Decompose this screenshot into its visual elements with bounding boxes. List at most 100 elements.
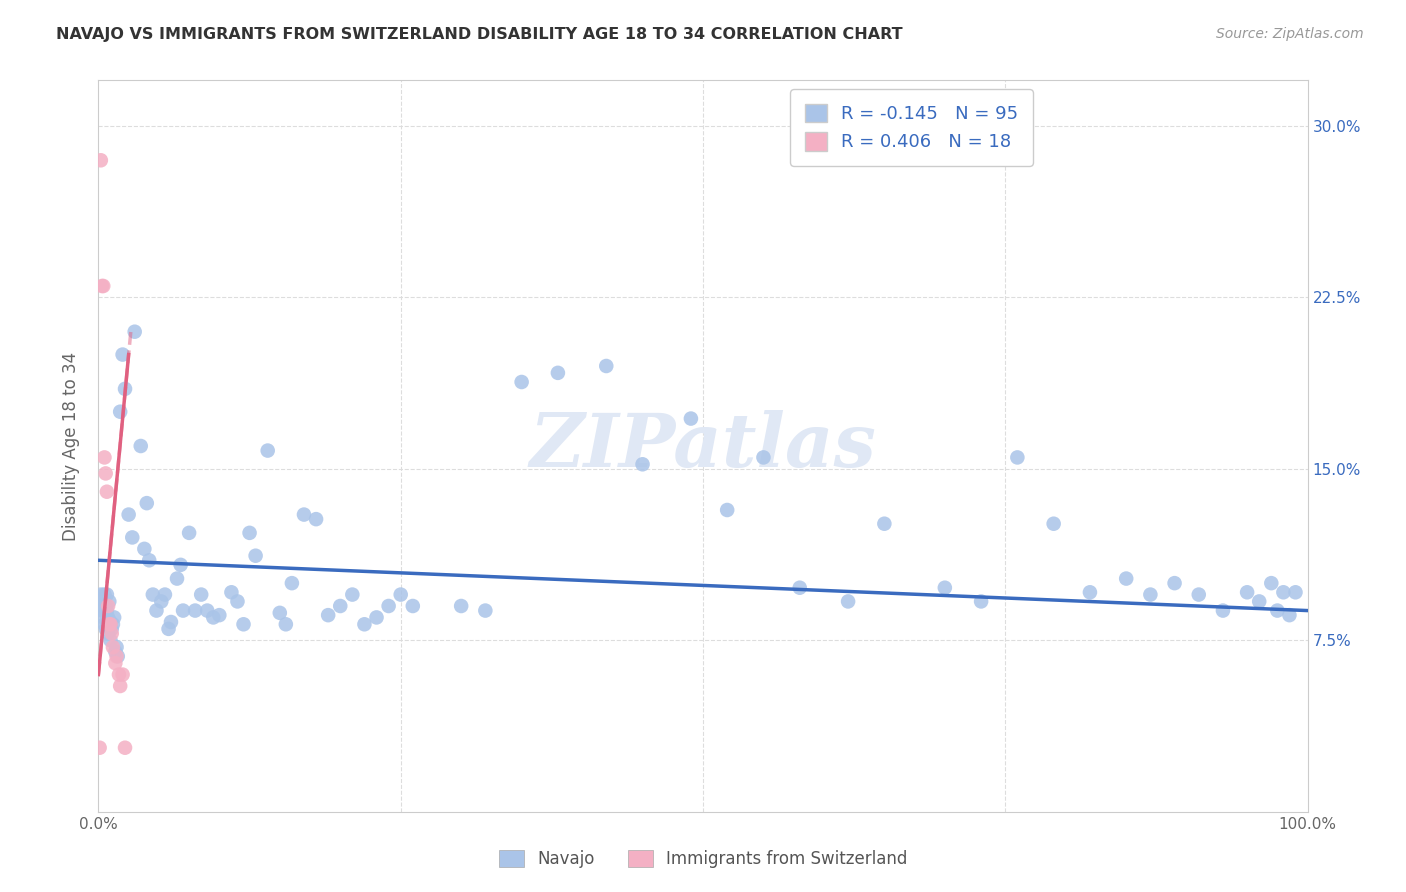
Point bbox=[129, 439, 152, 453]
Point bbox=[873, 516, 896, 531]
Point bbox=[100, 626, 122, 640]
Point bbox=[105, 649, 128, 664]
Point bbox=[138, 553, 160, 567]
Y-axis label: Disability Age 18 to 34: Disability Age 18 to 34 bbox=[62, 351, 80, 541]
Point bbox=[1042, 516, 1064, 531]
Point bbox=[104, 645, 127, 659]
Legend: R = -0.145   N = 95, R = 0.406   N = 18: R = -0.145 N = 95, R = 0.406 N = 18 bbox=[790, 89, 1032, 166]
Point bbox=[111, 347, 134, 362]
Point bbox=[97, 610, 120, 624]
Point bbox=[1260, 576, 1282, 591]
Point bbox=[91, 279, 114, 293]
Point bbox=[353, 617, 375, 632]
Point bbox=[108, 405, 131, 419]
Point bbox=[90, 153, 112, 168]
Point bbox=[716, 503, 738, 517]
Point bbox=[89, 740, 111, 755]
Point bbox=[221, 585, 243, 599]
Point bbox=[274, 617, 297, 632]
Point bbox=[103, 610, 125, 624]
Point bbox=[104, 656, 127, 670]
Point bbox=[96, 604, 118, 618]
Point bbox=[1139, 588, 1161, 602]
Point bbox=[1115, 572, 1137, 586]
Point bbox=[91, 279, 114, 293]
Point bbox=[208, 608, 231, 623]
Point bbox=[202, 610, 225, 624]
Point bbox=[97, 599, 120, 613]
Point bbox=[389, 588, 412, 602]
Point bbox=[166, 572, 188, 586]
Point bbox=[93, 450, 115, 465]
Point bbox=[153, 588, 176, 602]
Point bbox=[97, 626, 120, 640]
Point bbox=[239, 525, 262, 540]
Text: ZIPatlas: ZIPatlas bbox=[530, 409, 876, 483]
Point bbox=[169, 558, 191, 572]
Point bbox=[934, 581, 956, 595]
Point bbox=[752, 450, 775, 465]
Point bbox=[402, 599, 425, 613]
Point bbox=[93, 617, 115, 632]
Point bbox=[98, 617, 121, 632]
Point bbox=[157, 622, 180, 636]
Point bbox=[118, 508, 141, 522]
Point bbox=[94, 622, 117, 636]
Point bbox=[1163, 576, 1185, 591]
Point bbox=[100, 622, 122, 636]
Point bbox=[450, 599, 472, 613]
Point bbox=[510, 375, 533, 389]
Point bbox=[100, 615, 122, 629]
Point bbox=[190, 588, 212, 602]
Point bbox=[329, 599, 352, 613]
Point bbox=[150, 594, 173, 608]
Point bbox=[269, 606, 291, 620]
Point bbox=[101, 640, 124, 655]
Point bbox=[96, 588, 118, 602]
Point bbox=[679, 411, 702, 425]
Legend: Navajo, Immigrants from Switzerland: Navajo, Immigrants from Switzerland bbox=[492, 843, 914, 875]
Point bbox=[114, 740, 136, 755]
Point bbox=[1007, 450, 1029, 465]
Point bbox=[1188, 588, 1211, 602]
Point bbox=[245, 549, 267, 563]
Point bbox=[837, 594, 859, 608]
Point bbox=[232, 617, 254, 632]
Point bbox=[94, 599, 117, 613]
Point bbox=[342, 588, 364, 602]
Point bbox=[91, 599, 114, 613]
Point bbox=[107, 649, 129, 664]
Point bbox=[93, 588, 115, 602]
Point bbox=[547, 366, 569, 380]
Point bbox=[90, 588, 112, 602]
Point bbox=[100, 617, 122, 632]
Point bbox=[305, 512, 328, 526]
Point bbox=[114, 382, 136, 396]
Point bbox=[316, 608, 339, 623]
Point bbox=[789, 581, 811, 595]
Point bbox=[91, 604, 114, 618]
Point bbox=[1236, 585, 1258, 599]
Point bbox=[111, 667, 134, 681]
Point bbox=[184, 604, 207, 618]
Point bbox=[160, 615, 183, 629]
Point bbox=[94, 467, 117, 481]
Point bbox=[595, 359, 617, 373]
Point bbox=[1284, 585, 1306, 599]
Point bbox=[179, 525, 201, 540]
Point bbox=[1272, 585, 1295, 599]
Text: Source: ZipAtlas.com: Source: ZipAtlas.com bbox=[1216, 27, 1364, 41]
Point bbox=[377, 599, 399, 613]
Point bbox=[135, 496, 157, 510]
Point bbox=[1267, 604, 1289, 618]
Point bbox=[124, 325, 146, 339]
Point bbox=[101, 617, 124, 632]
Point bbox=[1212, 604, 1234, 618]
Point bbox=[108, 679, 131, 693]
Point bbox=[631, 458, 654, 472]
Point bbox=[366, 610, 388, 624]
Point bbox=[970, 594, 993, 608]
Point bbox=[121, 530, 143, 544]
Point bbox=[91, 610, 114, 624]
Point bbox=[195, 604, 218, 618]
